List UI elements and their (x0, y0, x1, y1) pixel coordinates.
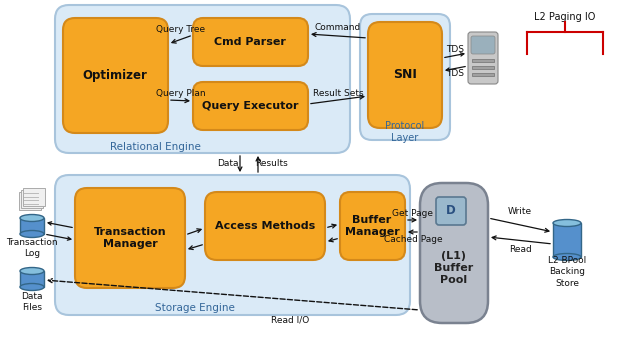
Ellipse shape (20, 230, 44, 237)
FancyBboxPatch shape (205, 192, 325, 260)
FancyBboxPatch shape (55, 175, 410, 315)
FancyBboxPatch shape (75, 188, 185, 288)
Text: Query Plan: Query Plan (156, 89, 206, 99)
FancyBboxPatch shape (468, 32, 498, 84)
FancyBboxPatch shape (420, 183, 488, 323)
Text: Protocol
Layer: Protocol Layer (386, 121, 425, 143)
Text: Cached Page: Cached Page (384, 236, 442, 245)
FancyBboxPatch shape (19, 192, 41, 210)
Text: Result Sets: Result Sets (312, 89, 363, 99)
FancyBboxPatch shape (471, 36, 495, 54)
Text: D: D (446, 205, 456, 217)
Bar (20, 218, 44, 234)
Ellipse shape (553, 219, 581, 227)
Bar (553, 223, 581, 257)
Text: Cmd Parser: Cmd Parser (214, 37, 286, 47)
Text: SNI: SNI (393, 69, 417, 81)
Text: Buffer
Manager: Buffer Manager (345, 215, 399, 237)
Text: Data: Data (217, 159, 239, 168)
Text: (L1)
Buffer
Pool: (L1) Buffer Pool (435, 250, 474, 285)
Text: Transaction
Manager: Transaction Manager (94, 227, 166, 249)
Ellipse shape (20, 267, 44, 275)
FancyBboxPatch shape (436, 197, 466, 225)
Bar (472, 66, 494, 69)
Bar (20, 271, 44, 287)
Ellipse shape (20, 215, 44, 221)
Text: Command: Command (315, 23, 361, 32)
FancyBboxPatch shape (340, 192, 405, 260)
Text: Write: Write (508, 207, 532, 217)
FancyBboxPatch shape (368, 22, 442, 128)
Text: Data
Files: Data Files (21, 292, 43, 312)
Text: L2 Paging IO: L2 Paging IO (534, 12, 596, 22)
Text: Read: Read (508, 245, 531, 254)
Text: Query Tree: Query Tree (156, 24, 206, 33)
Bar (472, 59, 494, 62)
FancyBboxPatch shape (23, 188, 45, 206)
Text: Optimizer: Optimizer (82, 69, 148, 81)
Text: TDS: TDS (446, 69, 464, 78)
FancyBboxPatch shape (193, 18, 308, 66)
FancyBboxPatch shape (63, 18, 168, 133)
FancyBboxPatch shape (55, 5, 350, 153)
Text: Access Methods: Access Methods (215, 221, 315, 231)
Text: Read I/O: Read I/O (271, 315, 309, 325)
FancyBboxPatch shape (21, 190, 43, 208)
Text: Transaction
Log: Transaction Log (6, 238, 58, 258)
FancyBboxPatch shape (193, 82, 308, 130)
Text: Results: Results (255, 159, 288, 168)
Ellipse shape (20, 284, 44, 290)
FancyBboxPatch shape (360, 14, 450, 140)
Text: Storage Engine: Storage Engine (155, 303, 235, 313)
Text: Query Executor: Query Executor (202, 101, 298, 111)
Text: L2 BPool
Backing
Store: L2 BPool Backing Store (548, 256, 586, 288)
Text: TDS: TDS (446, 46, 464, 55)
Text: Get Page: Get Page (392, 208, 433, 217)
Bar (472, 73, 494, 76)
Ellipse shape (553, 254, 581, 260)
Text: Relational Engine: Relational Engine (110, 142, 200, 152)
